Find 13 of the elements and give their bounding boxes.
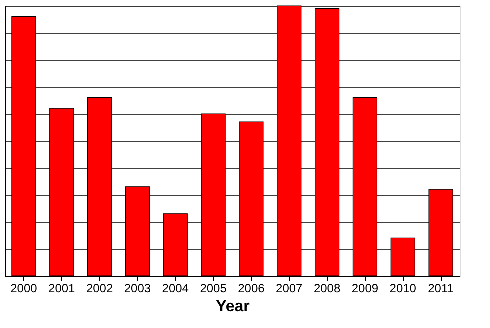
x-tick-label: 2002 — [86, 282, 114, 296]
x-tick-label: 2004 — [162, 282, 190, 296]
x-tick-label: 2003 — [124, 282, 152, 296]
x-tick-label: 2011 — [428, 282, 454, 296]
x-tick-label: 2000 — [10, 282, 38, 296]
x-tick-label: 2008 — [314, 282, 341, 296]
x-tick-label: 2009 — [352, 282, 379, 296]
x-tick-label: 2006 — [238, 282, 266, 296]
x-tick-label: 2007 — [276, 282, 304, 296]
x-axis-title: Year — [216, 298, 250, 316]
x-tick-label: 2005 — [200, 282, 228, 296]
x-tick-label: 2010 — [390, 282, 417, 296]
x-tick-label: 2001 — [48, 282, 76, 296]
